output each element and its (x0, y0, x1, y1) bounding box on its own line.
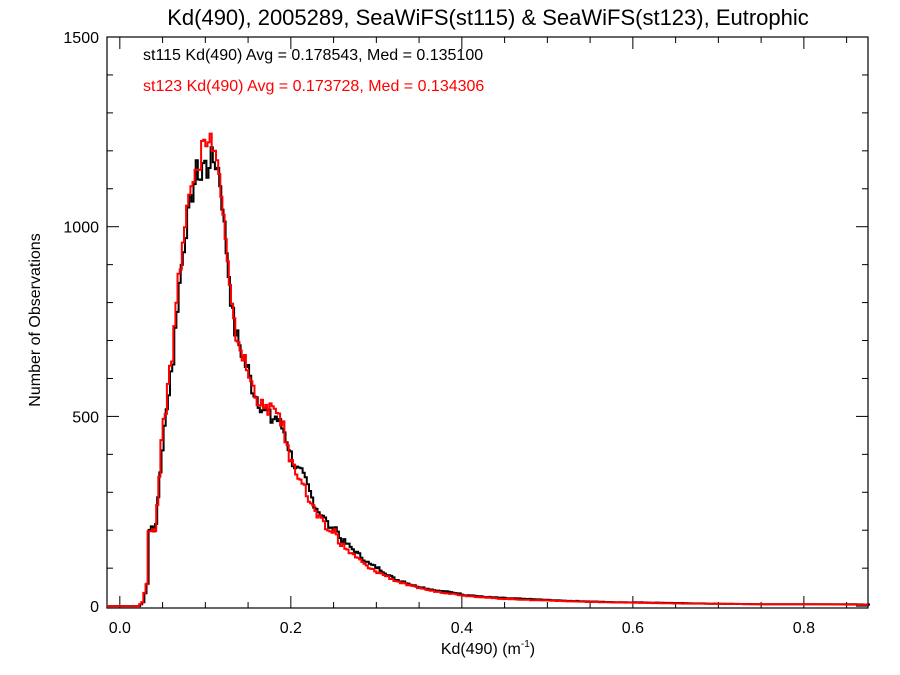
y-axis-ticks: 0 500 1000 1500 (63, 30, 868, 616)
y-tick-label: 500 (72, 409, 99, 426)
series-layer (107, 132, 870, 608)
x-axis-label-superscript: -1 (521, 639, 530, 650)
chart-title: Kd(490), 2005289, SeaWiFS(st115) & SeaWi… (167, 5, 809, 30)
x-tick-label: 0.6 (622, 620, 644, 637)
x-axis-ticks: 0.0 0.2 0.4 0.6 0.8 (109, 37, 848, 637)
x-tick-label: 0.4 (451, 620, 473, 637)
legend-st115: st115 Kd(490) Avg = 0.178543, Med = 0.13… (143, 47, 483, 64)
y-tick-label: 0 (90, 599, 99, 616)
x-axis-label-close: ) (530, 641, 535, 658)
y-tick-label: 1500 (63, 30, 99, 47)
x-axis-label-main: Kd(490) (m (441, 641, 521, 658)
plot-frame (106, 36, 869, 609)
y-axis-label: Number of Observations (27, 233, 44, 406)
y-tick-label: 1000 (63, 220, 99, 237)
x-tick-label: 0.8 (793, 620, 815, 637)
x-axis-label: Kd(490) (m-1) (441, 639, 535, 658)
series-line-st123 (107, 132, 868, 608)
x-tick-label: 0.0 (109, 620, 131, 637)
legend-st123: st123 Kd(490) Avg = 0.173728, Med = 0.13… (143, 78, 484, 95)
x-tick-label: 0.2 (280, 620, 302, 637)
series-line-st115 (108, 146, 870, 608)
